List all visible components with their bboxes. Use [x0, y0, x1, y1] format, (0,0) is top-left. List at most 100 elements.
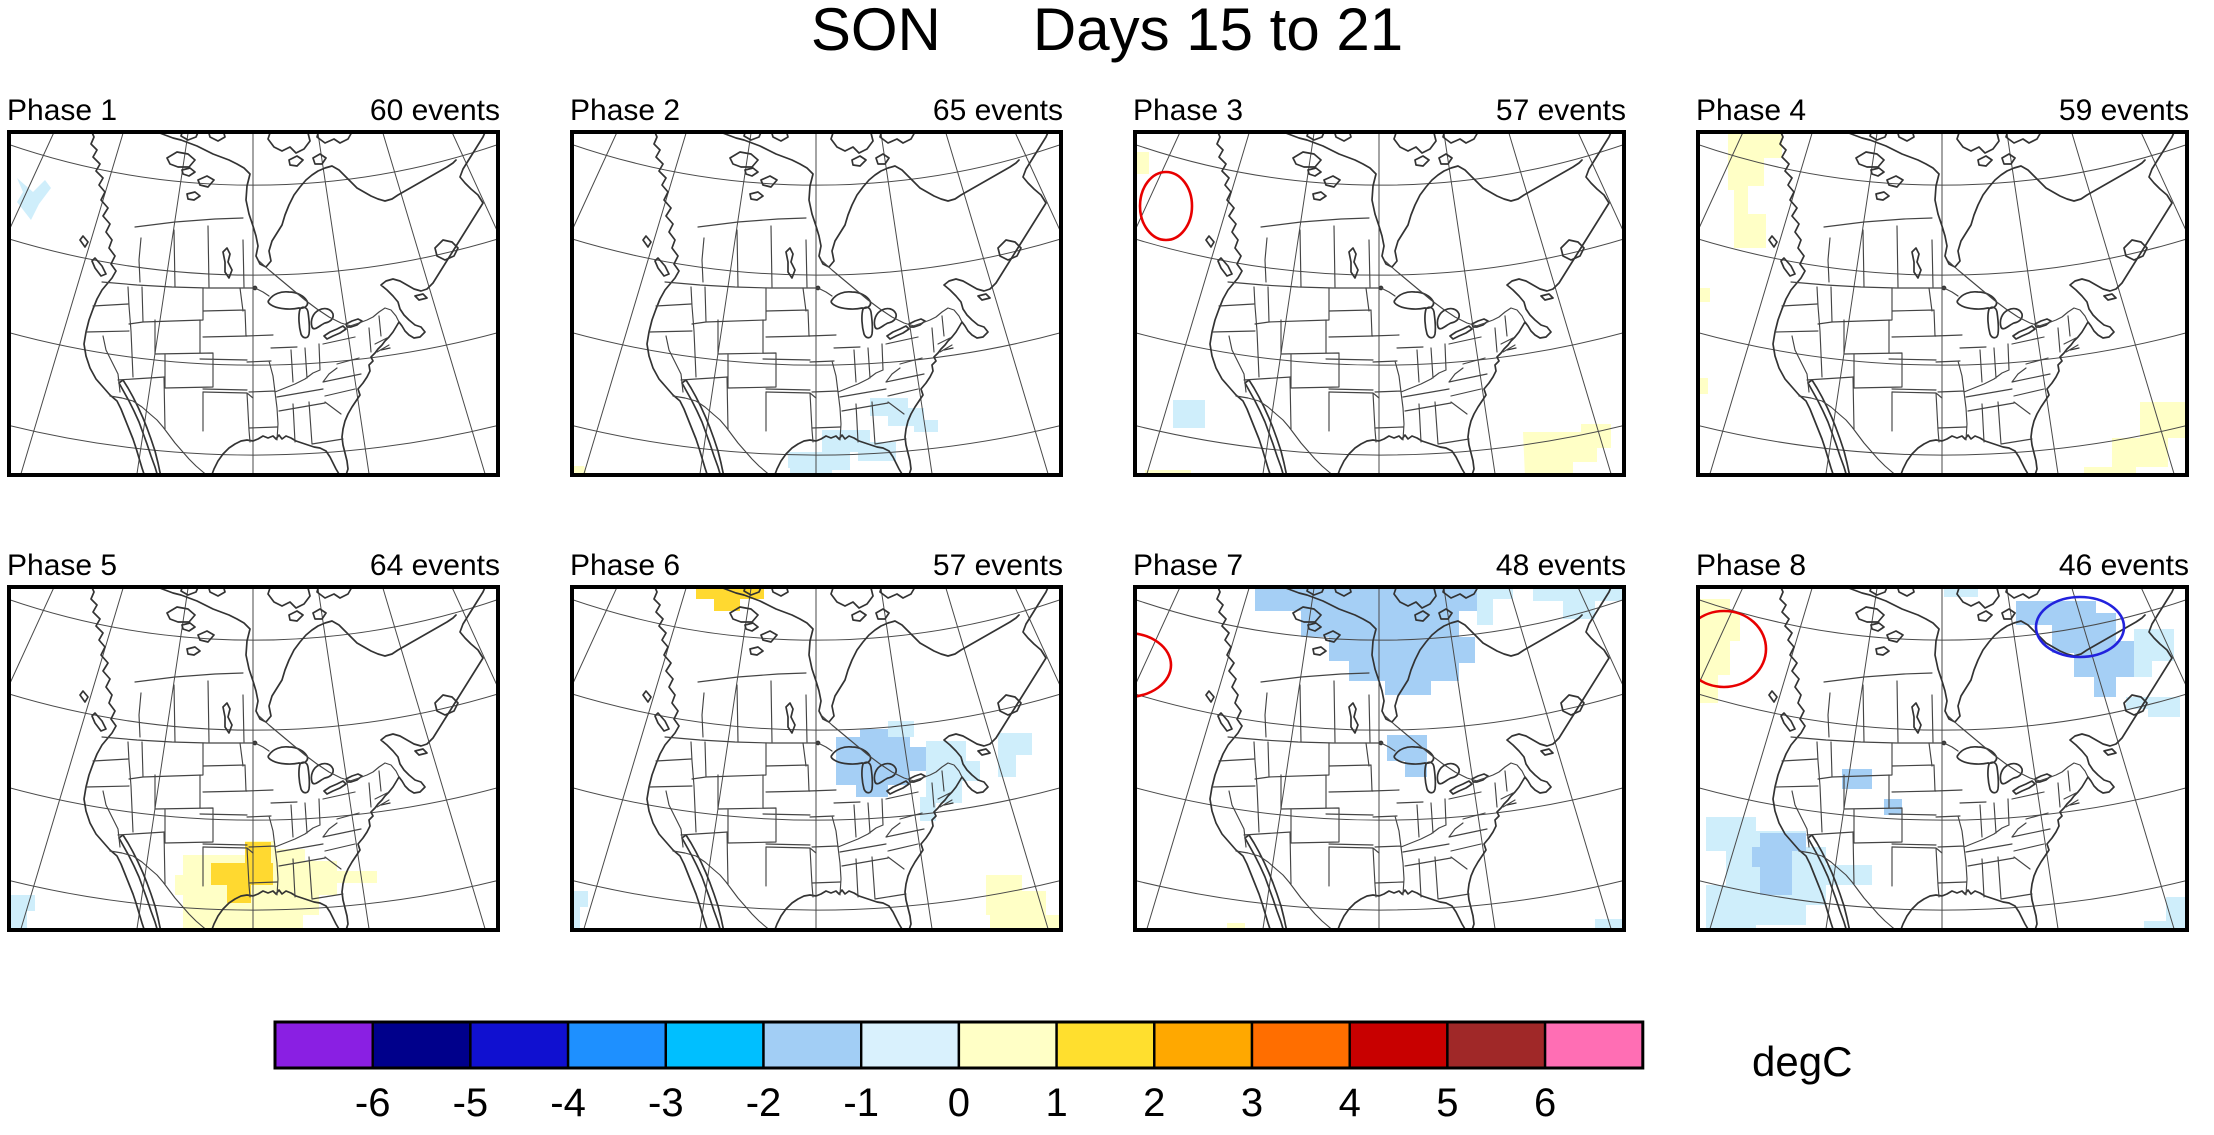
phase-label: Phase 5: [7, 549, 118, 582]
contour-lines: [1696, 595, 2126, 689]
phase-label: Phase 8: [1696, 549, 1807, 582]
colorbar-tick-label: -6: [355, 1081, 391, 1125]
map: [7, 130, 500, 477]
colorbar-segment: [1543, 1020, 1644, 1070]
events-label: 57 events: [932, 549, 1063, 582]
events-label: 59 events: [2058, 94, 2189, 127]
anomaly-patch: [1477, 585, 1513, 625]
colorbar-segment: [957, 1020, 1058, 1070]
anomaly-patch: [1884, 799, 1902, 815]
map: [1696, 130, 2189, 477]
anomaly-patch: [1387, 735, 1427, 777]
colorbar-tick-label: 3: [1241, 1081, 1263, 1125]
map-frame: [7, 585, 500, 932]
phase-label: Phase 4: [1696, 94, 1807, 127]
phase-panel: Phase 7 48 events: [1133, 551, 1626, 932]
colorbar-tick-label: 0: [948, 1081, 970, 1125]
colorbar: -6 -5 -4 -3 -2 -1 0 1 2 3 4 5 6: [272, 1018, 1650, 1135]
anomaly-patch: [2016, 601, 2134, 697]
colorbar-svg: -6 -5 -4 -3 -2 -1 0 1 2 3 4 5 6: [273, 1020, 1645, 1125]
colorbar-segment: [1446, 1020, 1547, 1070]
colorbar-units-label: degC: [1752, 1038, 1853, 1085]
anomaly-patch: [1752, 833, 1806, 895]
phase-label: Phase 1: [7, 94, 118, 127]
events-label: 48 events: [1495, 549, 1626, 582]
figure-title-range: Days 15 to 21: [1032, 0, 1404, 63]
panel-header: Phase 4 59 events: [1696, 88, 2189, 126]
colorbar-segment: [664, 1020, 765, 1070]
map: [7, 585, 500, 932]
anomaly-patch: [245, 842, 271, 863]
panel-header: Phase 8 46 events: [1696, 543, 2189, 581]
anomaly-patches: [1133, 152, 1611, 477]
anomaly-patch: [986, 875, 1062, 932]
phase-label: Phase 2: [570, 94, 681, 127]
phase-panel: Phase 5 64 events: [7, 551, 500, 932]
anomaly-patch: [1533, 585, 1625, 619]
positive-contour: [1138, 170, 1194, 242]
colorbar-segment: [371, 1020, 472, 1070]
map-frame: [570, 585, 1063, 932]
colorbar-segment: [1250, 1020, 1351, 1070]
events-label: 65 events: [932, 94, 1063, 127]
anomaly-patch: [570, 891, 588, 932]
events-label: 46 events: [2058, 549, 2189, 582]
anomaly-patches: [570, 585, 1062, 932]
map-frame: [1696, 585, 2189, 932]
events-label: 64 events: [369, 549, 500, 582]
colorbar-segment: [273, 1020, 374, 1070]
phase-panel: Phase 3 57 events: [1133, 96, 1626, 477]
anomaly-patch: [17, 178, 51, 220]
map: [1133, 130, 1626, 477]
colorbar-segment: [1153, 1020, 1254, 1070]
anomaly-patch: [2126, 697, 2180, 717]
panel-header: Phase 1 60 events: [7, 88, 500, 126]
map-frame: [7, 130, 500, 477]
events-label: 57 events: [1495, 94, 1626, 127]
anomaly-patch: [1523, 424, 1611, 477]
colorbar-tick-label: 2: [1143, 1081, 1165, 1125]
map: [1696, 585, 2189, 932]
panel-header: Phase 7 48 events: [1133, 543, 1626, 581]
anomaly-patch: [2144, 897, 2188, 932]
panel-header: Phase 2 65 events: [570, 88, 1063, 126]
colorbar-tick-label: 6: [1534, 1081, 1556, 1125]
map-frame: [570, 130, 1063, 477]
contour-lines: [1133, 631, 1173, 699]
anomaly-patch: [2084, 402, 2186, 477]
anomaly-patch: [1173, 400, 1205, 428]
colorbar-segment: [566, 1020, 668, 1070]
map-frame: [1696, 130, 2189, 477]
colorbar-tick-label: 4: [1339, 1081, 1361, 1125]
anomaly-patch: [1728, 130, 1782, 248]
colorbar-segment: [860, 1020, 961, 1070]
phase-label: Phase 3: [1133, 94, 1244, 127]
phase-panel: Phase 2 65 events: [570, 96, 1063, 477]
anomaly-patches: [7, 841, 377, 932]
figure-title-season: SON: [810, 0, 941, 63]
colorbar-border: [273, 1020, 1645, 1070]
contour-lines: [1138, 170, 1194, 242]
colorbar-segment: [762, 1020, 863, 1070]
anomaly-patch: [696, 585, 764, 611]
colorbar-segment: [469, 1020, 570, 1070]
anomaly-patches: [1696, 130, 2186, 477]
anomaly-patch: [1842, 769, 1872, 789]
events-label: 60 events: [369, 94, 500, 127]
anomaly-patch: [920, 741, 980, 821]
panel-header: Phase 6 57 events: [570, 543, 1063, 581]
anomaly-patch: [788, 452, 850, 477]
colorbar-tick-label: -5: [453, 1081, 489, 1125]
anomaly-patch: [870, 398, 938, 432]
map: [570, 130, 1063, 477]
colorbar-tick-label: -4: [550, 1081, 586, 1125]
panel-header: Phase 3 57 events: [1133, 88, 1626, 126]
anomaly-patch: [1696, 599, 1740, 703]
map: [1133, 585, 1626, 932]
colorbar-segment: [1055, 1020, 1156, 1070]
phase-panel: Phase 1 60 events: [7, 96, 500, 477]
negative-contour: [2034, 595, 2126, 659]
anomaly-patch: [211, 863, 273, 903]
map: [570, 585, 1063, 932]
panel-header: Phase 5 64 events: [7, 543, 500, 581]
